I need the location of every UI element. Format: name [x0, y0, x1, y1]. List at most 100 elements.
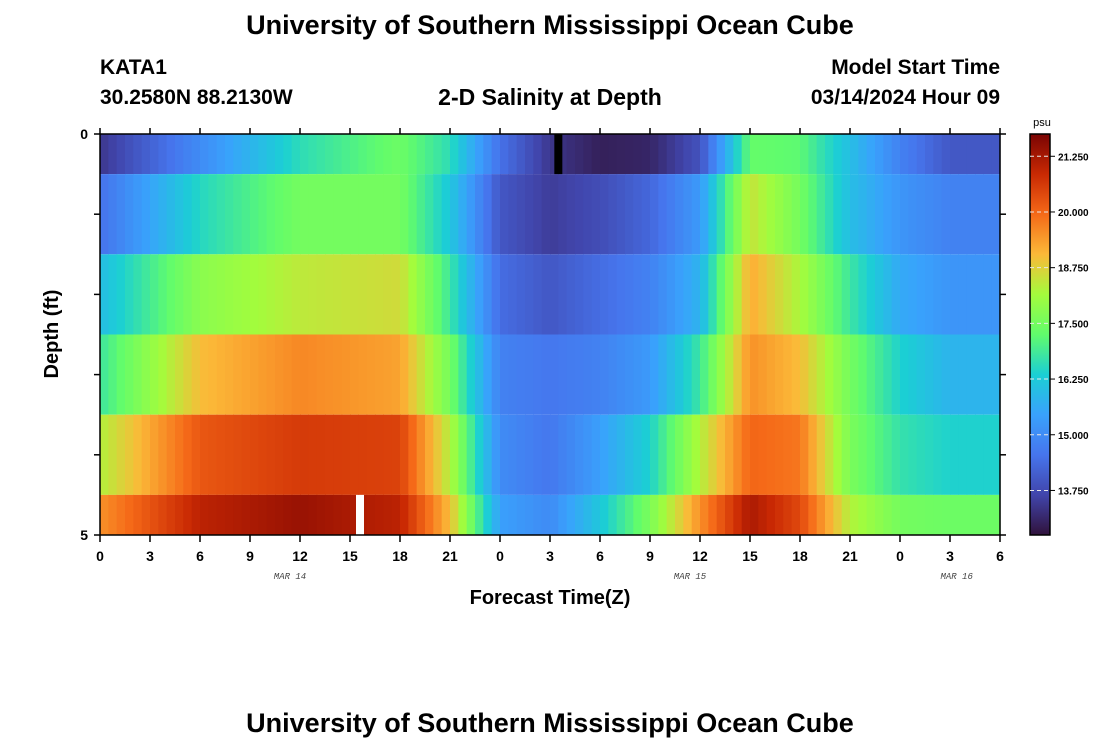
heatmap-cell [825, 494, 834, 535]
x-tick-label: 21 [442, 548, 458, 564]
colorbar-tick-label: 15.000 [1058, 431, 1089, 442]
heatmap-cell [991, 494, 1001, 535]
heatmap-cell [408, 174, 418, 255]
heatmap-cell [300, 494, 309, 535]
heatmap-cell [383, 414, 393, 495]
heatmap-cell [408, 254, 418, 335]
x-axis-title: Forecast Time(Z) [470, 587, 631, 609]
heatmap-cell [283, 174, 293, 255]
heatmap-cell [683, 254, 693, 335]
heatmap-cell [258, 414, 268, 495]
model-start-label: Model Start Time [831, 56, 1000, 79]
heatmap-cell [541, 174, 551, 255]
heatmap-cell [608, 254, 618, 335]
heatmap-cell [216, 334, 226, 415]
heatmap-cell [600, 494, 609, 535]
heatmap-cell [841, 254, 851, 335]
y-tick-label: 0 [80, 126, 88, 142]
heatmap-cell [241, 254, 251, 335]
heatmap-cell [708, 134, 718, 175]
heatmap-cell [641, 414, 651, 495]
heatmap-cell [425, 174, 434, 255]
heatmap-cell [483, 254, 493, 335]
heatmap-cell [225, 134, 234, 175]
heatmap-cell [541, 254, 551, 335]
heatmap-cell [308, 134, 318, 175]
heatmap-cell [166, 134, 176, 175]
heatmap-cell [391, 174, 401, 255]
heatmap-cell [975, 254, 984, 335]
heatmap-cell [608, 134, 618, 175]
heatmap-cell [508, 254, 518, 335]
heatmap-cell [633, 334, 643, 415]
heatmap-cells [100, 134, 1001, 535]
heatmap-cell [733, 334, 743, 415]
heatmap-cell [158, 414, 168, 495]
heatmap-row-4 [100, 334, 1001, 415]
heatmap-cell [891, 334, 901, 415]
heatmap-cell [733, 134, 743, 175]
heatmap-cell [533, 254, 543, 335]
heatmap-cell [616, 494, 626, 535]
heatmap-cell [850, 414, 859, 495]
heatmap-cell [133, 254, 143, 335]
heatmap-cell [108, 414, 118, 495]
heatmap-cell [991, 414, 1001, 495]
heatmap-cell [116, 134, 126, 175]
heatmap-cell [558, 334, 568, 415]
heatmap-cell [250, 334, 259, 415]
heatmap-cell [975, 334, 984, 415]
heatmap-cell [958, 414, 968, 495]
heatmap-cell [125, 414, 134, 495]
heatmap-cell [908, 254, 918, 335]
heatmap-cell [983, 414, 993, 495]
heatmap-cell [358, 174, 368, 255]
heatmap-cell [358, 414, 368, 495]
heatmap-cell [366, 414, 376, 495]
heatmap-cell [525, 334, 534, 415]
heatmap-cell [891, 414, 901, 495]
heatmap-cell [991, 174, 1001, 255]
heatmap-cell [766, 254, 776, 335]
heatmap-cell [783, 174, 793, 255]
heatmap-cell [383, 134, 393, 175]
heatmap-cell [500, 174, 509, 255]
heatmap-cell [158, 494, 168, 535]
heatmap-cell [766, 494, 776, 535]
heatmap-cell [350, 414, 359, 495]
heatmap-cell [350, 134, 359, 175]
heatmap-cell [116, 254, 126, 335]
heatmap-cell [683, 174, 693, 255]
heatmap-cell [591, 134, 601, 175]
heatmap-cell [600, 134, 609, 175]
heatmap-cell [300, 174, 309, 255]
heatmap-cell [858, 134, 868, 175]
heatmap-cell [683, 334, 693, 415]
y-axis: 05 [80, 126, 1006, 543]
heatmap-cell [308, 254, 318, 335]
heatmap-cell [775, 174, 784, 255]
heatmap-cell [925, 174, 934, 255]
heatmap-cell [450, 334, 459, 415]
heatmap-cell [958, 134, 968, 175]
heatmap-cell [791, 254, 801, 335]
heatmap-cell [383, 254, 393, 335]
heatmap-cell [750, 134, 759, 175]
heatmap-cell [933, 414, 943, 495]
heatmap-cell [333, 334, 343, 415]
heatmap-cell [291, 254, 301, 335]
heatmap-cell [958, 494, 968, 535]
heatmap-cell [691, 254, 701, 335]
heatmap-cell [383, 174, 393, 255]
heatmap-cell [800, 414, 809, 495]
x-tick-label: 21 [842, 548, 858, 564]
heatmap-cell [675, 134, 684, 175]
heatmap-cell [208, 334, 218, 415]
heatmap-cell [791, 494, 801, 535]
heatmap-cell [216, 254, 226, 335]
heatmap-cell [183, 334, 193, 415]
heatmap-cell [141, 334, 151, 415]
heatmap-cell [425, 494, 434, 535]
x-tick-label: 0 [896, 548, 904, 564]
heatmap-cell [700, 134, 709, 175]
